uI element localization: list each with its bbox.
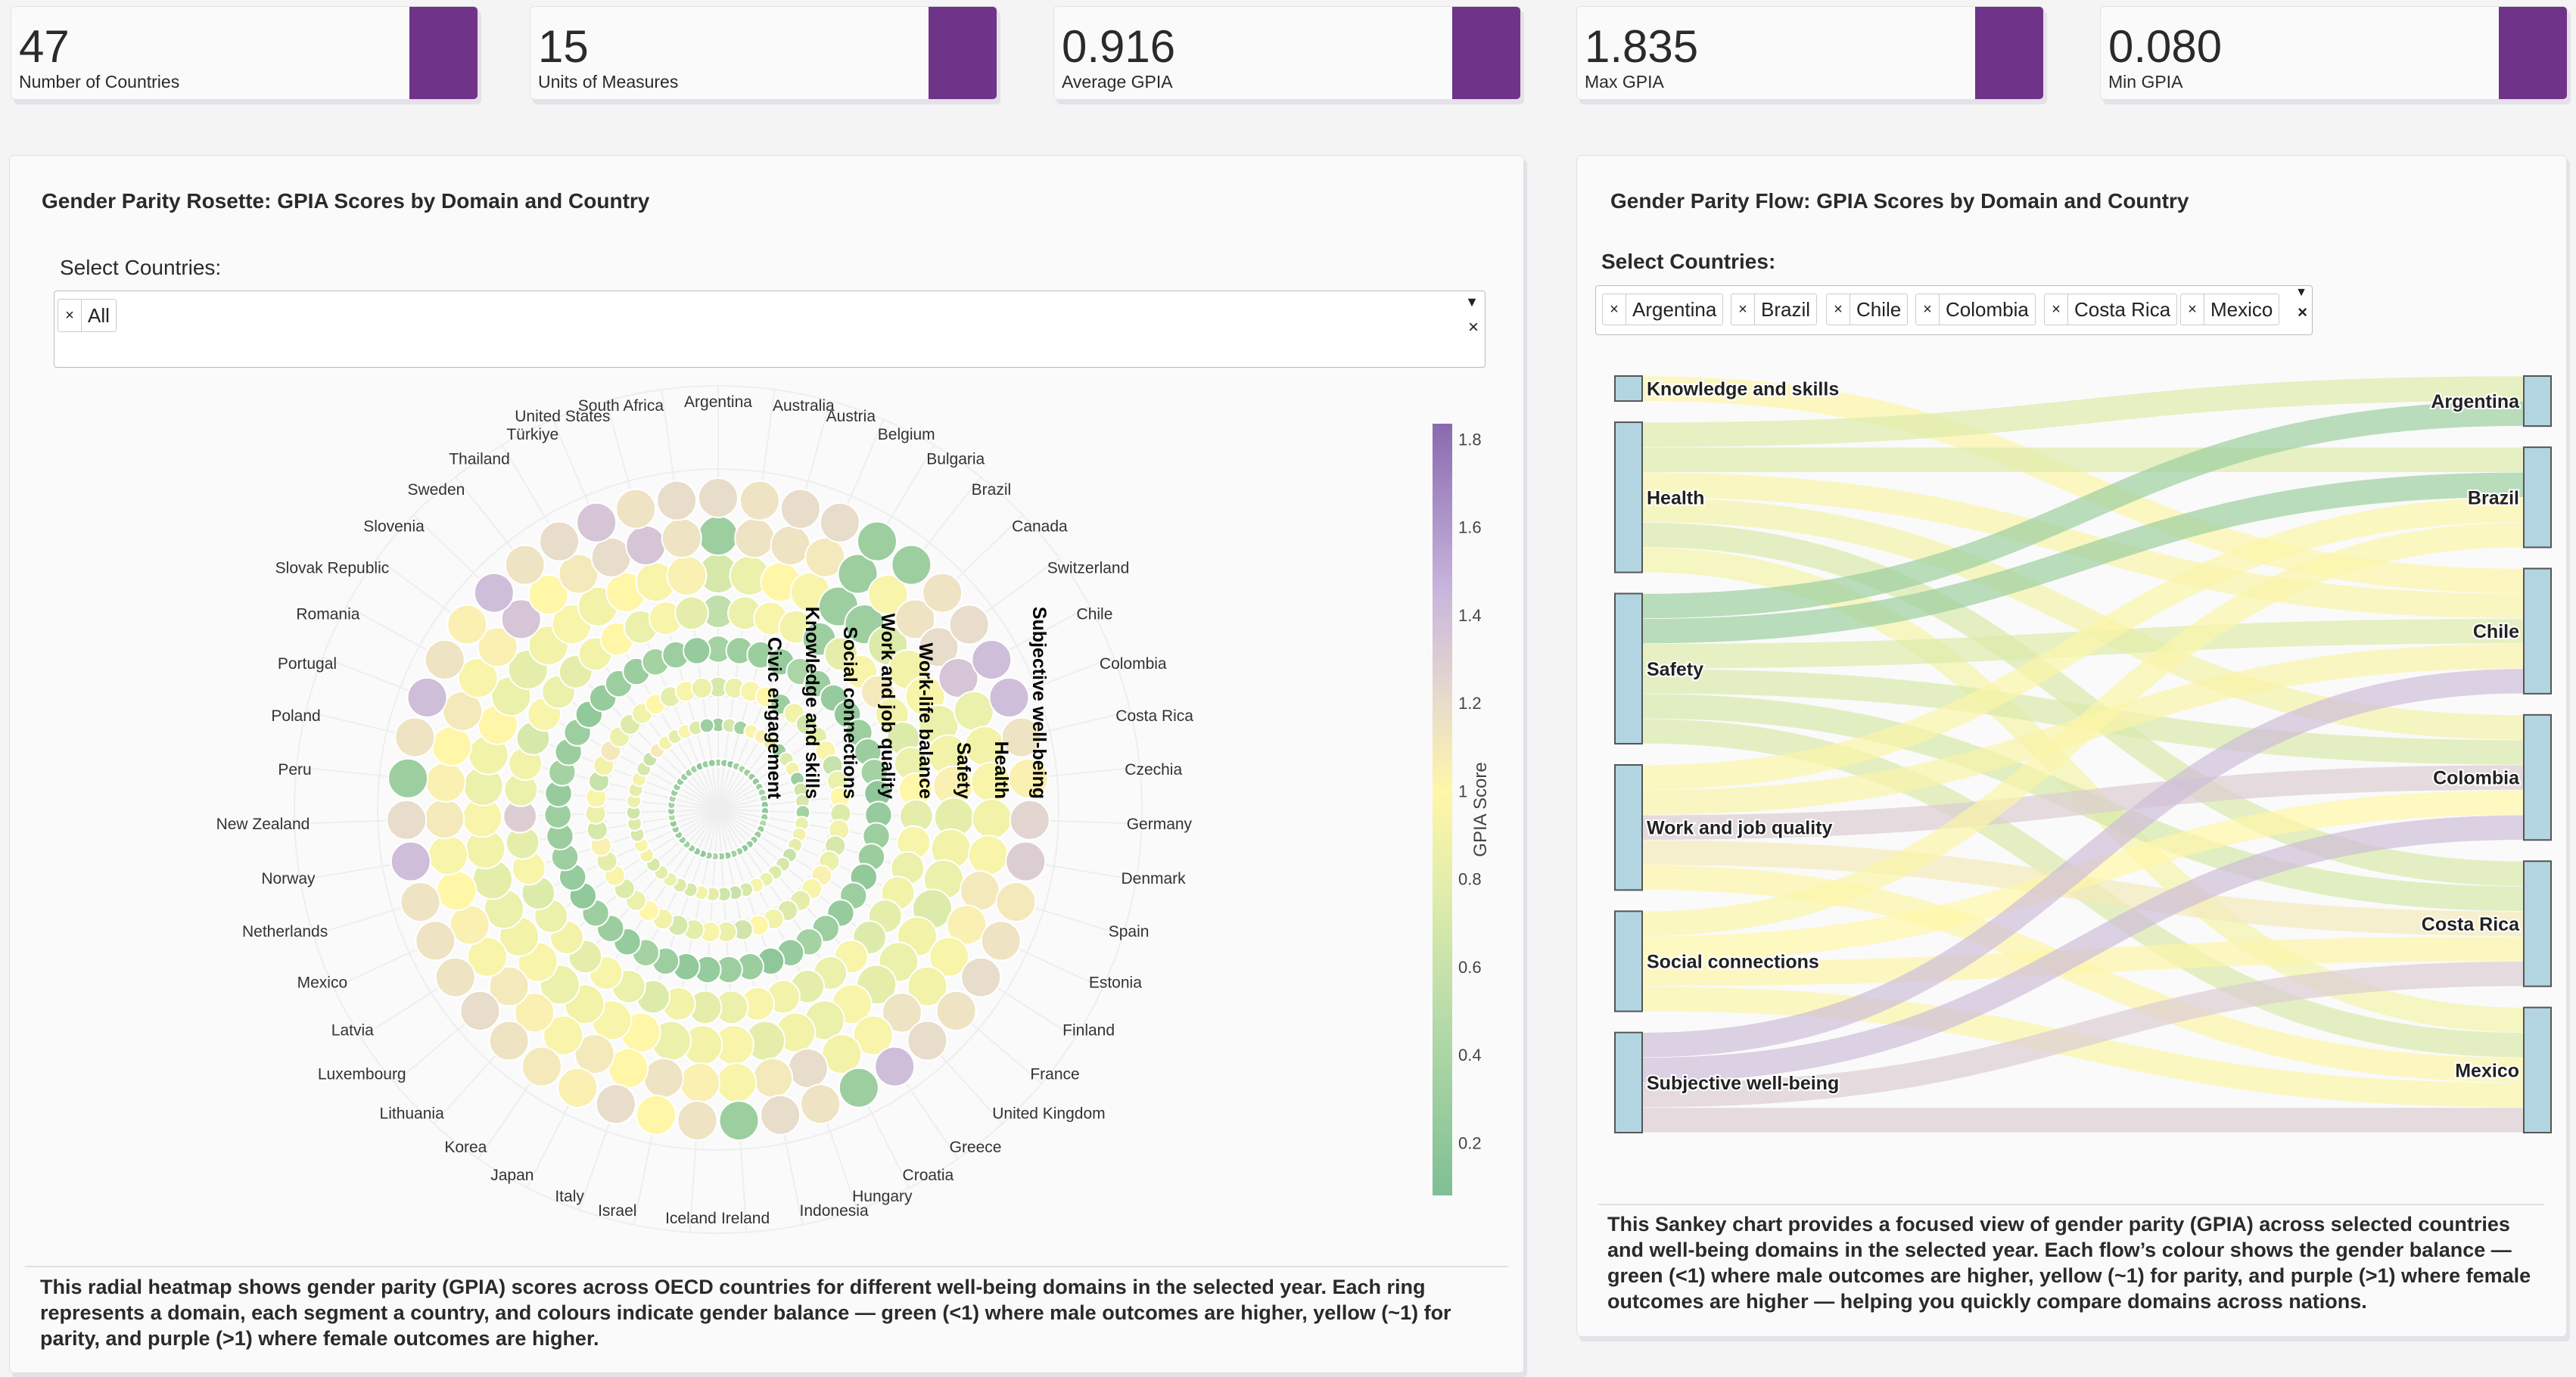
stat-label: Number of Countries bbox=[19, 72, 180, 92]
tag-label: All bbox=[88, 303, 110, 327]
rosette-title: Gender Parity Rosette: GPIA Scores by Do… bbox=[42, 189, 650, 213]
stat-value: 1.835 bbox=[1585, 21, 1699, 72]
selected-tag-mexico: × Mexico bbox=[2180, 294, 2280, 325]
selected-tag-argentina: × Argentina bbox=[1602, 294, 1724, 325]
stat-card: 15 Units of Measures bbox=[530, 6, 997, 100]
stat-value: 15 bbox=[538, 21, 589, 72]
stat-value: 0.916 bbox=[1062, 21, 1176, 72]
stat-card: 1.835 Max GPIA bbox=[1576, 6, 2044, 100]
stat-value: 47 bbox=[19, 21, 70, 72]
tag-label: Colombia bbox=[1946, 297, 2029, 321]
tag-label: Mexico bbox=[2210, 297, 2273, 321]
selected-tag-all: × All bbox=[58, 299, 117, 332]
divider bbox=[25, 1266, 1508, 1267]
clear-selection-icon[interactable]: × bbox=[1467, 317, 1479, 337]
tag-label: Chile bbox=[1856, 297, 1902, 321]
stat-card: 0.916 Average GPIA bbox=[1053, 6, 1521, 100]
remove-tag-icon[interactable]: × bbox=[1827, 294, 1850, 325]
dropdown-arrow-icon[interactable]: ▼ bbox=[1465, 294, 1479, 309]
stat-accent-bar bbox=[1975, 7, 2043, 99]
stat-accent-bar bbox=[929, 7, 997, 99]
clear-selection-icon[interactable]: × bbox=[2298, 303, 2307, 322]
stat-card: 47 Number of Countries bbox=[11, 6, 478, 100]
stat-accent-bar bbox=[1452, 7, 1520, 99]
remove-tag-icon[interactable]: × bbox=[58, 300, 82, 331]
rosette-description: This radial heatmap shows gender parity … bbox=[40, 1276, 1451, 1350]
sankey-select-label: Select Countries: bbox=[1601, 250, 1776, 273]
remove-tag-icon[interactable]: × bbox=[1916, 294, 1940, 325]
remove-tag-icon[interactable]: × bbox=[2045, 294, 2068, 325]
stat-label: Units of Measures bbox=[538, 72, 679, 92]
sankey-title: Gender Parity Flow: GPIA Scores by Domai… bbox=[1610, 189, 2189, 213]
stat-label: Max GPIA bbox=[1585, 72, 1664, 92]
sankey-country-select[interactable]: ▼ × × Argentina × Brazil × Chile × Colombia × Cos… bbox=[1595, 285, 2313, 335]
divider bbox=[1598, 1204, 2544, 1205]
stat-label: Min GPIA bbox=[2108, 72, 2183, 92]
selected-tag-colombia: × Colombia bbox=[1915, 294, 2036, 325]
sankey-panel: Gender Parity Flow: GPIA Scores by Domai… bbox=[1576, 155, 2567, 1337]
tag-label: Brazil bbox=[1761, 297, 1811, 321]
stat-card: 0.080 Min GPIA bbox=[2100, 6, 2568, 100]
remove-tag-icon[interactable]: × bbox=[1731, 294, 1755, 325]
selected-tag-chile: × Chile bbox=[1826, 294, 1909, 325]
dropdown-arrow-icon[interactable]: ▼ bbox=[2295, 286, 2307, 299]
selected-tag-costa-rica: × Costa Rica bbox=[2044, 294, 2178, 325]
tag-label: Costa Rica bbox=[2074, 297, 2171, 321]
tag-label: Argentina bbox=[1632, 297, 1717, 321]
rosette-select-label: Select Countries: bbox=[60, 256, 222, 279]
remove-tag-icon[interactable]: × bbox=[2181, 294, 2204, 325]
stat-accent-bar bbox=[409, 7, 478, 99]
sankey-description: This Sankey chart provides a focused vie… bbox=[1607, 1213, 2531, 1313]
stat-accent-bar bbox=[2499, 7, 2567, 99]
rosette-country-select[interactable]: × All ▼ × bbox=[54, 291, 1486, 368]
remove-tag-icon[interactable]: × bbox=[1603, 294, 1626, 325]
selected-tag-brazil: × Brazil bbox=[1731, 294, 1818, 325]
stat-label: Average GPIA bbox=[1062, 72, 1173, 92]
rosette-panel: Gender Parity Rosette: GPIA Scores by Do… bbox=[9, 155, 1524, 1373]
stat-value: 0.080 bbox=[2108, 21, 2223, 72]
